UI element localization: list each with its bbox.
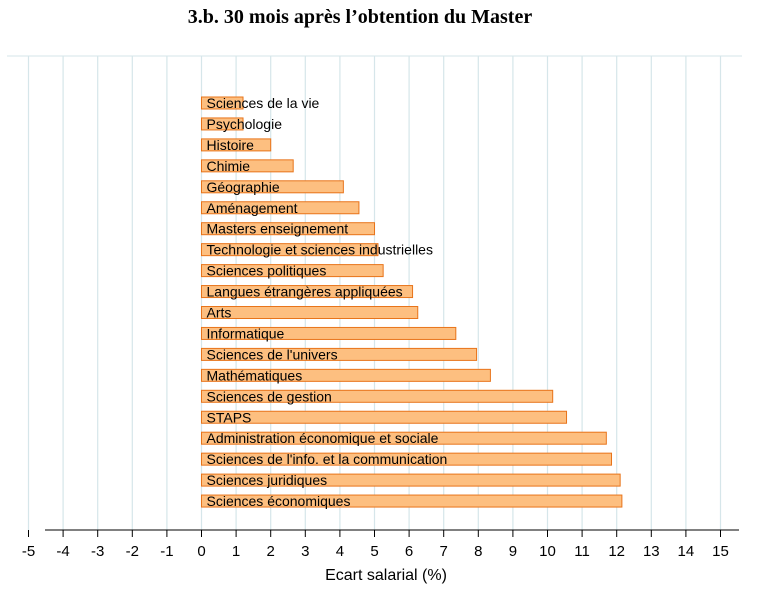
x-tick-label: 2 [267, 543, 275, 560]
bar [201, 159, 294, 173]
x-tick-label: 15 [712, 543, 729, 560]
bar-label: Sciences de l'info. et la communication [207, 451, 448, 467]
bar [201, 494, 623, 508]
bar [201, 117, 244, 131]
x-tick-label: 6 [405, 543, 413, 560]
x-tick-label: -2 [126, 543, 139, 560]
x-tick-label: 9 [509, 543, 517, 560]
bar [201, 180, 344, 194]
bar [201, 389, 554, 403]
x-tick-label: 12 [608, 543, 625, 560]
x-tick-label: 13 [643, 543, 660, 560]
bar [201, 473, 621, 487]
bar [201, 326, 457, 340]
bar [201, 410, 568, 424]
bar [201, 96, 244, 110]
bar-label: Sciences juridiques [207, 472, 328, 488]
x-axis-title: Ecart salarial (%) [325, 567, 447, 584]
x-tick-label: 0 [197, 543, 205, 560]
bar-label: Langues étrangères appliquées [207, 284, 403, 300]
bar [201, 306, 419, 319]
bar-labels: Sciences de la vie Psychologie Histoire Chi… [207, 95, 448, 509]
bar [201, 264, 384, 278]
bar [201, 452, 613, 466]
bar-label: Géographie [207, 179, 280, 195]
bar-label: Sciences de la vie [207, 95, 320, 111]
x-tick-label: 7 [440, 543, 448, 560]
bar-label: Informatique [207, 325, 285, 341]
bar-label: Mathématiques [207, 367, 303, 383]
bar-label: Histoire [207, 137, 255, 153]
bar-label: Technologie et sciences industrielles [207, 242, 433, 258]
bar [201, 285, 414, 299]
x-tick-label: 11 [574, 543, 590, 560]
bar [201, 201, 360, 215]
x-tick-label: 3 [301, 543, 309, 560]
bar [201, 431, 607, 445]
x-tick-label: 10 [539, 543, 556, 560]
x-tick-label: -5 [22, 543, 35, 560]
chart-title: 3.b. 30 mois après l’obtention du Master [187, 6, 533, 28]
x-tick-label: -4 [56, 543, 69, 560]
bar-label: Masters enseignement [207, 221, 349, 237]
bar [201, 368, 491, 382]
bar-label: Sciences économiques [207, 493, 351, 509]
x-tick-label: -1 [160, 543, 173, 560]
x-tick-label: 1 [232, 543, 240, 560]
bar-label: Psychologie [207, 116, 283, 132]
x-tick-label: 4 [336, 543, 344, 560]
bar [201, 138, 272, 152]
bar-label: Administration économique et sociale [207, 430, 439, 446]
x-axis: -5 -4 -3 -2 -1 0 1 2 3 4 5 6 7 8 9 10 11 12 13 14 15 [22, 529, 739, 560]
bar [201, 222, 375, 236]
bar [201, 347, 478, 361]
bar-label: STAPS [207, 409, 252, 425]
x-tick-label: 14 [678, 543, 695, 560]
bar-label: Arts [207, 305, 232, 321]
bar-label: Sciences de l'univers [207, 346, 338, 362]
x-tick-label: 8 [474, 543, 482, 560]
bar-label: Aménagement [207, 200, 298, 216]
bar [201, 243, 379, 257]
x-tick-label: -3 [91, 543, 104, 560]
bar-label: Sciences politiques [207, 263, 327, 279]
bar-label: Sciences de gestion [207, 388, 332, 404]
x-tick-label: 5 [370, 543, 378, 560]
bars [201, 96, 623, 508]
bar-label: Chimie [207, 158, 251, 174]
